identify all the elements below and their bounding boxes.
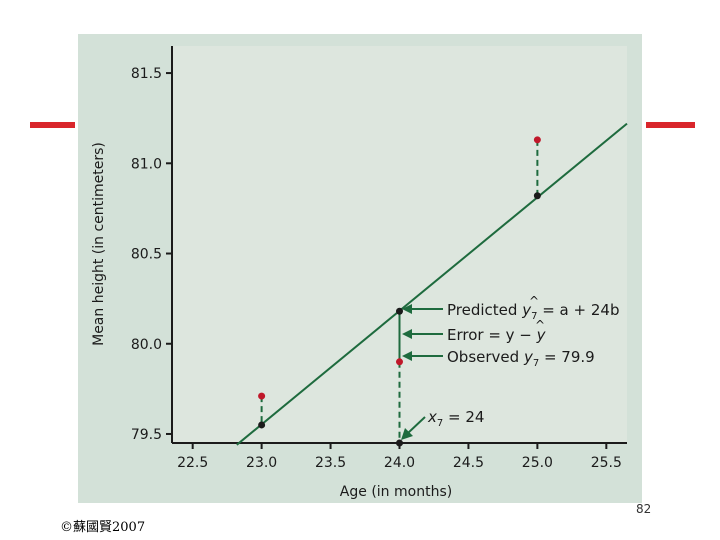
y-tick-label: 79.5 xyxy=(131,427,162,443)
left-accent-bar xyxy=(30,122,75,128)
x-axis-ticks: 22.5 23.0 23.5 24.0 24.5 25.0 25.5 xyxy=(177,443,622,471)
x7-rest: = 24 xyxy=(443,408,484,426)
annotation-arrows xyxy=(401,304,443,440)
predicted-point xyxy=(396,307,403,315)
predicted-arrowhead xyxy=(402,304,412,314)
x7-annotation: x7 = 24 xyxy=(427,408,484,429)
error-hat-icon: ^ xyxy=(535,318,545,332)
x7-arrowhead xyxy=(401,428,413,440)
observed-subscript: 7 xyxy=(533,358,539,369)
x-tick-label: 24.5 xyxy=(453,455,484,471)
predicted-subscript: 7 xyxy=(531,311,537,322)
predicted-rest: = a + 24b xyxy=(537,301,619,319)
x-tick-label: 23.0 xyxy=(246,455,277,471)
observed-rest: = 79.9 xyxy=(539,348,595,366)
y-tick-label: 81.0 xyxy=(131,156,162,172)
observed-annotation: Observed y7 = 79.9 xyxy=(447,348,595,369)
y-tick-label: 80.5 xyxy=(131,247,162,263)
residual-segments xyxy=(260,139,539,443)
observed-point xyxy=(396,358,403,366)
y-axis-ticks: 79.5 80.0 80.5 81.0 81.5 xyxy=(131,66,172,443)
predicted-annotation: Predicted y7 = a + 24b xyxy=(447,301,619,322)
x7-x: x xyxy=(427,408,437,426)
observed-word: Observed xyxy=(447,348,524,366)
y-tick-label: 80.0 xyxy=(131,337,162,353)
predicted-point xyxy=(533,192,541,200)
x-tick-label: 25.5 xyxy=(591,455,622,471)
predicted-word: Predicted xyxy=(447,301,522,319)
observed-y: y xyxy=(523,348,534,366)
error-annotation: Error = y − y xyxy=(447,326,547,344)
x7-subscript: 7 xyxy=(437,418,443,429)
y-axis-label: Mean height (in centimeters) xyxy=(91,142,107,346)
right-accent-bar xyxy=(646,122,695,128)
predicted-y: y xyxy=(521,301,532,319)
error-text: Error = y − xyxy=(447,326,537,344)
y-tick-label: 81.5 xyxy=(131,66,162,82)
data-points xyxy=(258,136,541,447)
page-number: 82 xyxy=(636,502,652,516)
error-arrowhead xyxy=(402,329,412,339)
x-axis-label: Age (in months) xyxy=(340,484,452,500)
x-tick-label: 22.5 xyxy=(177,455,208,471)
observed-point xyxy=(258,392,266,400)
error-hat-y: y xyxy=(536,326,547,344)
observed-arrowhead xyxy=(402,351,412,361)
predicted-hat-icon: ^ xyxy=(529,294,539,308)
x7-axis-point xyxy=(396,439,403,447)
x-tick-label: 25.0 xyxy=(522,455,553,471)
observed-point xyxy=(533,136,541,144)
predicted-point xyxy=(258,421,266,429)
x7-arrow xyxy=(407,416,426,434)
x-tick-label: 23.5 xyxy=(315,455,346,471)
copyright-text: ©蘇國賢2007 xyxy=(60,520,146,535)
x-tick-label: 24.0 xyxy=(384,455,415,471)
regression-line xyxy=(236,122,628,446)
